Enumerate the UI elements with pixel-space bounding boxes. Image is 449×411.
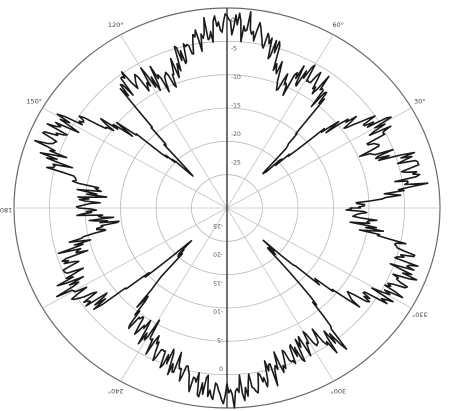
radial-tick-label: -10 — [213, 308, 223, 315]
radial-tick-label: -10 — [231, 74, 241, 81]
radial-tick-label: 0 — [231, 17, 235, 24]
radial-tick-label: -15 — [231, 103, 241, 110]
grid-spoke — [226, 34, 334, 209]
radiation-pattern-line — [34, 11, 429, 409]
angle-label: 30° — [414, 98, 426, 106]
grid-spoke — [42, 207, 228, 309]
angle-label: 90° — [221, 0, 233, 1]
radial-tick-label: -20 — [213, 251, 223, 258]
angle-label: 150° — [26, 98, 42, 106]
grid-spoke — [120, 207, 228, 382]
angle-label: 180° — [0, 206, 12, 214]
angle-label: 60° — [333, 21, 345, 29]
grid-spoke — [120, 34, 228, 209]
radial-tick-label: -20 — [231, 131, 241, 138]
radial-tick-label: -15 — [213, 279, 223, 286]
angle-label: 240° — [108, 387, 124, 395]
angle-label: 330° — [412, 311, 428, 319]
angle-label: 300° — [330, 387, 346, 395]
grid-spoke — [226, 207, 334, 382]
radial-tick-label: -25 — [213, 222, 223, 229]
angle-label: 120° — [108, 21, 124, 29]
grid-spoke — [42, 107, 228, 209]
radial-tick-label: 0 — [219, 365, 223, 372]
radial-tick-label: -5 — [231, 46, 237, 53]
radial-tick-label: -25 — [231, 160, 241, 167]
radial-tick-label: -5 — [217, 336, 223, 343]
